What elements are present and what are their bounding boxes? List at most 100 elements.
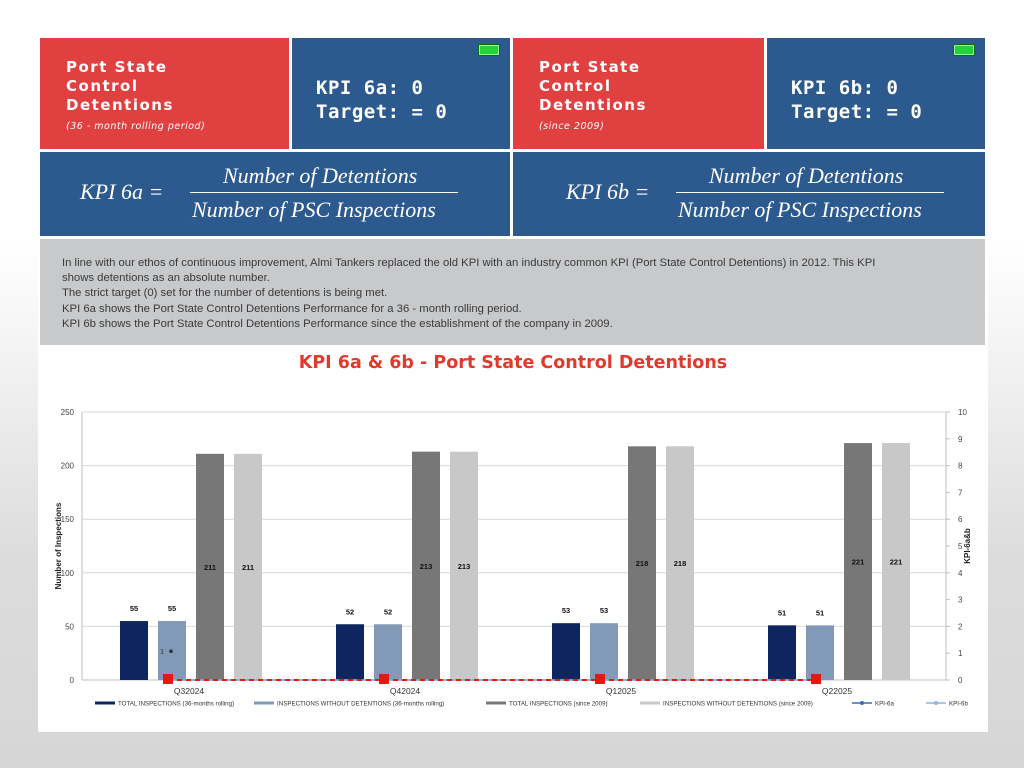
bar xyxy=(590,623,618,680)
y2-tick-label: 10 xyxy=(958,408,967,417)
y-tick-label: 100 xyxy=(61,569,75,578)
y-tick-label: 200 xyxy=(61,462,75,471)
legend-label: TOTAL INSPECTIONS (36-months rolling) xyxy=(118,701,234,708)
kpi-6b-title: Port State Control Detentions xyxy=(539,58,719,115)
kpi-6a-formula: KPI 6a = Number of Detentions Number of … xyxy=(40,152,510,236)
kpi-6b-formula: KPI 6b = Number of Detentions Number of … xyxy=(513,152,985,236)
description-line: shows detentions as an absolute number. xyxy=(62,272,270,285)
kpi-6b-title-line: Port State xyxy=(539,58,641,76)
slide: Port State Control Detentions (36 - mont… xyxy=(38,35,988,732)
chart: 0 50 100 150 200 250 0 1 2 3 4 5 6 7 8 9 10 Number of Ins… xyxy=(54,408,972,708)
target-marker xyxy=(811,674,821,684)
y2-tick-label: 0 xyxy=(958,676,963,685)
legend-label: TOTAL INSPECTIONS (since 2009) xyxy=(509,701,608,708)
bar xyxy=(196,453,224,680)
bar xyxy=(336,624,364,680)
legend-label: INSPECTIONS WITHOUT DETENTIONS (since 20… xyxy=(663,701,813,708)
y-tick-label: 50 xyxy=(65,622,74,631)
kpi-6a-value: KPI 6a: 0 Target: = 0 xyxy=(316,76,447,124)
bar xyxy=(628,446,656,680)
kpi-6b-title-line: Detentions xyxy=(539,96,647,114)
kpi-6a-current: KPI 6a: 0 xyxy=(316,77,424,99)
annotation-marker xyxy=(169,649,173,653)
data-label: 51 xyxy=(778,608,786,617)
kpi-6a-value-panel: KPI 6a: 0 Target: = 0 xyxy=(292,38,510,149)
kpi-6a-subtitle: (36 - month rolling period) xyxy=(66,121,206,132)
kpi-6a-title-panel: Port State Control Detentions (36 - mont… xyxy=(40,38,289,149)
description-line: KPI 6a shows the Port State Control Dete… xyxy=(62,302,522,315)
data-label: 211 xyxy=(242,563,254,572)
data-label: 211 xyxy=(204,563,216,572)
bar xyxy=(450,451,478,680)
data-label: 221 xyxy=(890,558,903,567)
bar xyxy=(806,625,834,680)
kpi-6b-title-panel: Port State Control Detentions (since 200… xyxy=(513,38,764,149)
description-line: KPI 6b shows the Port State Control Dete… xyxy=(62,317,613,330)
kpi-6a-target: Target: = 0 xyxy=(316,101,448,123)
data-label: 213 xyxy=(458,562,471,571)
bar xyxy=(374,624,402,680)
y2-tick-label: 2 xyxy=(958,622,963,631)
legend-label: KPI-6a xyxy=(875,701,894,708)
description-line: In line with our ethos of continuous imp… xyxy=(62,257,876,269)
y2-tick-label: 1 xyxy=(958,649,963,658)
formula-label: KPI 6a = xyxy=(80,179,164,204)
kpi-6b-value: KPI 6b: 0 Target: = 0 xyxy=(791,76,922,124)
status-led-icon xyxy=(953,44,975,56)
x-tick-label: Q22025 xyxy=(822,686,853,696)
y-tick-label: 150 xyxy=(61,515,75,524)
status-led-icon xyxy=(478,44,500,56)
formula-denominator: Number of PSC Inspections xyxy=(192,197,436,222)
bar xyxy=(412,451,440,680)
y2-tick-label: 6 xyxy=(958,515,963,524)
y2-tick-label: 3 xyxy=(958,596,963,605)
data-label: 218 xyxy=(674,559,687,568)
y-axis-title: Number of Inspections xyxy=(54,502,63,589)
annotation-label: 1 xyxy=(160,649,164,656)
description-line: The strict target (0) set for the number… xyxy=(62,287,388,300)
kpi-6b-title-line: Control xyxy=(539,77,612,95)
formula-numerator: Number of Detentions xyxy=(709,163,904,188)
y2-tick-label: 9 xyxy=(958,435,963,444)
fraction-bar xyxy=(190,192,458,193)
data-label: 218 xyxy=(636,559,649,568)
x-tick-label: Q32024 xyxy=(174,686,205,696)
target-marker xyxy=(163,674,173,684)
y2-tick-label: 4 xyxy=(958,569,963,578)
legend-marker xyxy=(934,701,938,705)
y2-tick-label: 8 xyxy=(958,462,963,471)
formula-denominator: Number of PSC Inspections xyxy=(678,197,922,222)
fraction-bar xyxy=(676,192,944,193)
description-text: In line with our ethos of continuous imp… xyxy=(62,256,962,332)
kpi-6b-subtitle: (since 2009) xyxy=(539,121,605,132)
target-marker xyxy=(379,674,389,684)
bar xyxy=(844,443,872,680)
kpi-6a-title-line: Port State xyxy=(66,58,168,76)
kpi-6a-title-line: Control xyxy=(66,77,139,95)
chart-title: KPI 6a & 6b - Port State Control Detenti… xyxy=(298,353,728,373)
bar xyxy=(768,625,796,680)
data-label: 55 xyxy=(168,604,176,613)
bar xyxy=(882,443,910,680)
x-tick-label: Q12025 xyxy=(606,686,637,696)
y2-tick-label: 7 xyxy=(958,488,963,497)
target-marker xyxy=(595,674,605,684)
kpi-6b-formula-panel: KPI 6b = Number of Detentions Number of … xyxy=(513,152,985,236)
data-label: 52 xyxy=(346,607,354,616)
kpi-6b-target: Target: = 0 xyxy=(791,101,923,123)
bar xyxy=(666,446,694,680)
bar xyxy=(120,621,148,680)
bar xyxy=(552,623,580,680)
description-panel: In line with our ethos of continuous imp… xyxy=(40,239,985,345)
legend-label: KPI-6b xyxy=(949,701,968,708)
kpi-6b-current: KPI 6b: 0 xyxy=(791,77,899,99)
kpi-6b-value-panel: KPI 6b: 0 Target: = 0 xyxy=(767,38,985,149)
y-tick-label: 250 xyxy=(61,408,75,417)
formula-numerator: Number of Detentions xyxy=(223,163,418,188)
data-label: 221 xyxy=(852,558,865,567)
data-label: 55 xyxy=(130,604,138,613)
bar xyxy=(234,453,262,680)
x-tick-label: Q42024 xyxy=(390,686,421,696)
y-tick-label: 0 xyxy=(70,676,75,685)
data-label: 51 xyxy=(816,608,824,617)
